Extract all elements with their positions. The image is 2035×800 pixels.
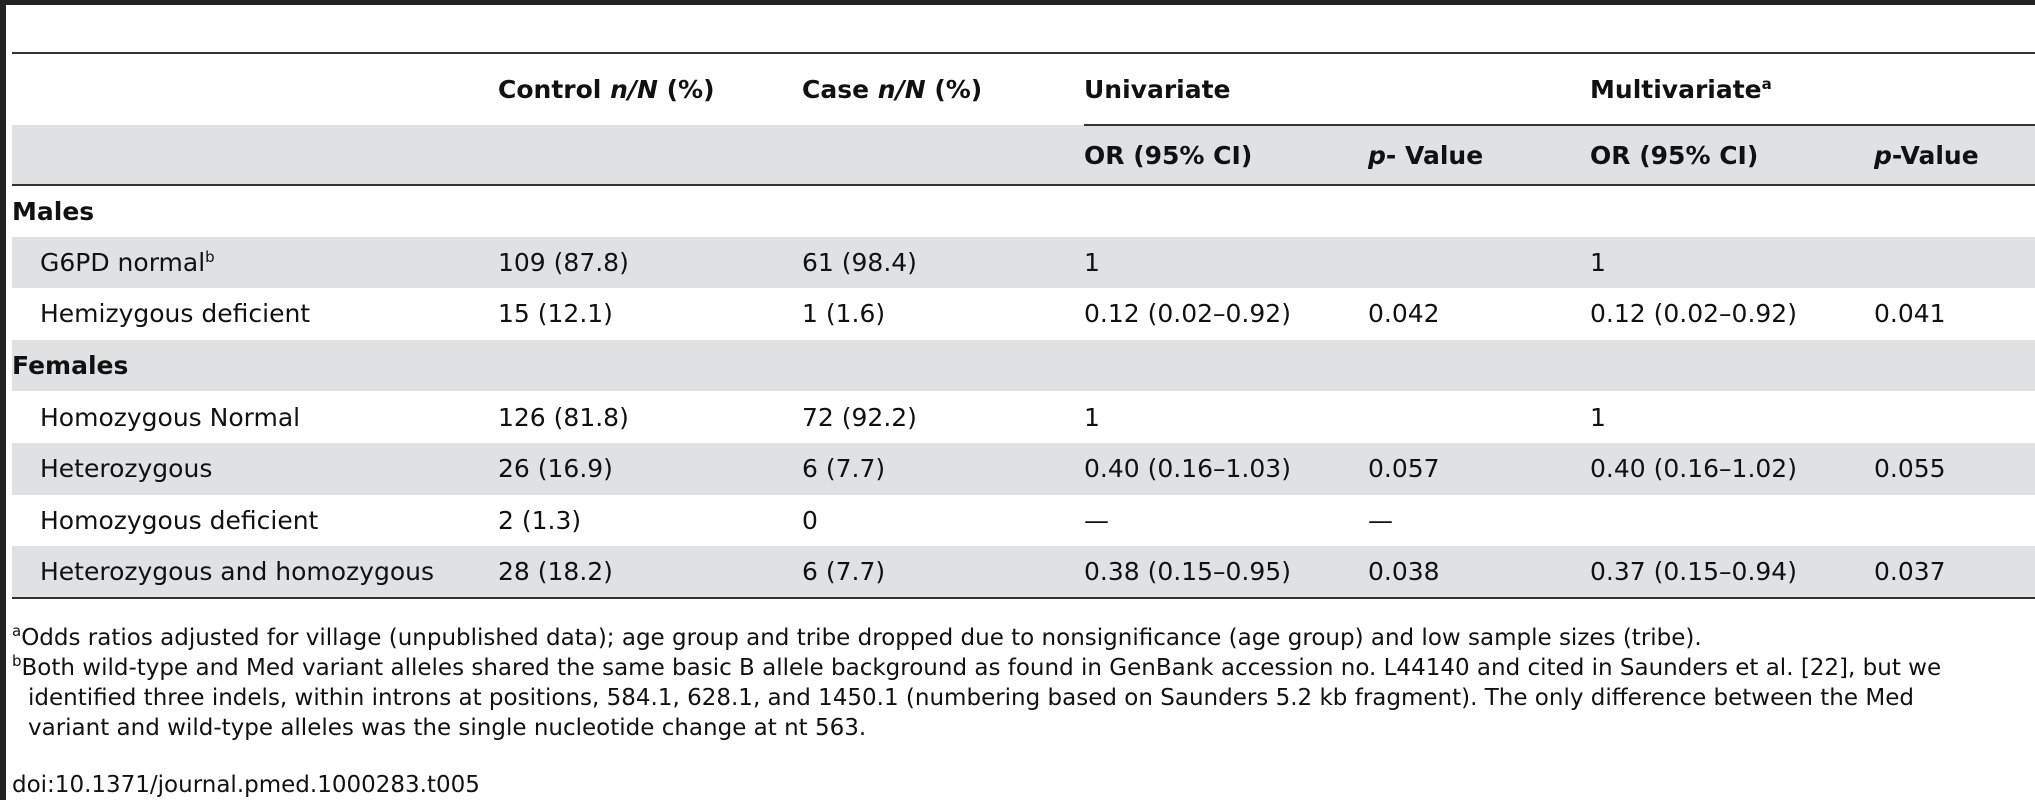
cell-univariate-or: 0.12 (0.02–0.92) xyxy=(1084,299,1291,329)
cell-univariate-p: 0.042 xyxy=(1368,299,1440,329)
header-blank-2 xyxy=(12,125,498,186)
cell-multivariate-p: 0.055 xyxy=(1874,454,1946,484)
row-label: Heterozygous and homozygous xyxy=(12,546,498,599)
header-blank xyxy=(12,52,498,125)
cell-control: 109 (87.8) xyxy=(498,247,629,277)
cell-control: 15 (12.1) xyxy=(498,299,613,329)
cell-univariate-or: 0.40 (0.16–1.03) xyxy=(1084,454,1291,484)
footnote-b-line-3: variant and wild-type alleles was the si… xyxy=(28,715,867,741)
cell-multivariate-or: 0.12 (0.02–0.92) xyxy=(1590,299,1797,329)
cell-case: 6 (7.7) xyxy=(802,454,886,484)
cell-multivariate-or: 0.37 (0.15–0.94) xyxy=(1590,546,1875,599)
header-univariate: Univariate xyxy=(1084,52,1591,125)
cell-control: 2 (1.3) xyxy=(498,505,582,535)
header-or-ci-multivariate: OR (95% CI) xyxy=(1590,124,1875,186)
top-border xyxy=(0,0,2035,5)
header-pvalue-univariate: p- Value xyxy=(1368,124,1591,186)
cell-case: 6 (7.7) xyxy=(802,546,1084,599)
table-row: Hemizygous deficient 15 (12.1) 1 (1.6) 0… xyxy=(12,288,2035,340)
cell-case: 61 (98.4) xyxy=(802,247,917,277)
header-blank-4 xyxy=(802,125,1084,186)
cell-univariate-or: 1 xyxy=(1084,247,1100,277)
header-row-1: Control n/N (%) Case n/N (%) Univariate … xyxy=(12,52,2035,125)
cell-case: 1 (1.6) xyxy=(802,299,886,329)
cell-multivariate-p xyxy=(1874,391,2035,443)
cell-multivariate-p xyxy=(1874,495,2035,547)
cell-multivariate-or: 1 xyxy=(1590,402,1606,432)
cell-control: 28 (18.2) xyxy=(498,546,802,599)
row-label: Homozygous deficient xyxy=(40,505,319,535)
table-row: G6PD normalb 109 (87.8) 61 (98.4) 1 1 xyxy=(12,236,2035,289)
cell-multivariate-or: 1 xyxy=(1590,247,1606,277)
cell-univariate-or: 1 xyxy=(1084,402,1100,432)
cell-control: 126 (81.8) xyxy=(498,402,629,432)
footnote-a: aOdds ratios adjusted for village (unpub… xyxy=(12,623,1702,652)
group-row-females: Females xyxy=(12,339,2035,392)
header-case: Case n/N (%) xyxy=(802,52,1084,125)
cell-multivariate-or: 0.40 (0.16–1.02) xyxy=(1590,454,1797,484)
results-table: Control n/N (%) Case n/N (%) Univariate … xyxy=(12,52,2035,599)
cell-control: 26 (16.9) xyxy=(498,454,613,484)
group-row-males: Males xyxy=(12,185,2035,237)
doi-reference: doi:10.1371/journal.pmed.1000283.t005 xyxy=(12,772,480,798)
footnote-b-line-2: identified three indels, within introns … xyxy=(28,685,1914,711)
footnotes: aOdds ratios adjusted for village (unpub… xyxy=(12,623,2032,743)
cell-multivariate-p xyxy=(1874,237,2035,289)
table-row: Homozygous deficient 2 (1.3) 0 — — xyxy=(12,495,2035,547)
header-blank-3 xyxy=(498,125,802,186)
header-pvalue-multivariate: p-Value xyxy=(1874,124,2035,186)
left-border xyxy=(0,0,6,800)
cell-univariate-or: 0.38 (0.15–0.95) xyxy=(1084,546,1368,599)
table-row: Homozygous Normal 126 (81.8) 72 (92.2) 1… xyxy=(12,391,2035,443)
cell-multivariate-p: 0.037 xyxy=(1874,546,2035,599)
cell-multivariate-or xyxy=(1590,495,1874,547)
cell-univariate-p xyxy=(1368,391,1590,443)
cell-case: 0 xyxy=(802,505,818,535)
cell-univariate-p xyxy=(1368,237,1590,289)
row-label: G6PD normalb xyxy=(40,247,215,277)
cell-univariate-or: — xyxy=(1084,505,1109,535)
cell-case: 72 (92.2) xyxy=(802,402,917,432)
group-label: Males xyxy=(12,196,95,226)
cell-univariate-p: — xyxy=(1368,505,1393,535)
cell-univariate-p: 0.057 xyxy=(1368,454,1440,484)
cell-univariate-p: 0.038 xyxy=(1368,546,1591,599)
header-row-2: OR (95% CI) p- Value OR (95% CI) p-Value xyxy=(12,124,2035,186)
cell-multivariate-p: 0.041 xyxy=(1874,299,1946,329)
row-label: Homozygous Normal xyxy=(40,402,301,432)
table-row: Heterozygous 26 (16.9) 6 (7.7) 0.40 (0.1… xyxy=(12,442,2035,495)
table-row: Heterozygous and homozygous 28 (18.2) 6 … xyxy=(12,546,2035,599)
header-control: Control n/N (%) xyxy=(498,52,802,125)
row-label: Heterozygous xyxy=(40,454,213,484)
footnote-b: bBoth wild-type and Med variant alleles … xyxy=(12,652,1942,682)
group-label: Females xyxy=(12,351,129,381)
header-or-ci-univariate: OR (95% CI) xyxy=(1084,124,1368,186)
row-label: Hemizygous deficient xyxy=(40,299,311,329)
header-multivariate: Multivariatea xyxy=(1590,52,2035,125)
